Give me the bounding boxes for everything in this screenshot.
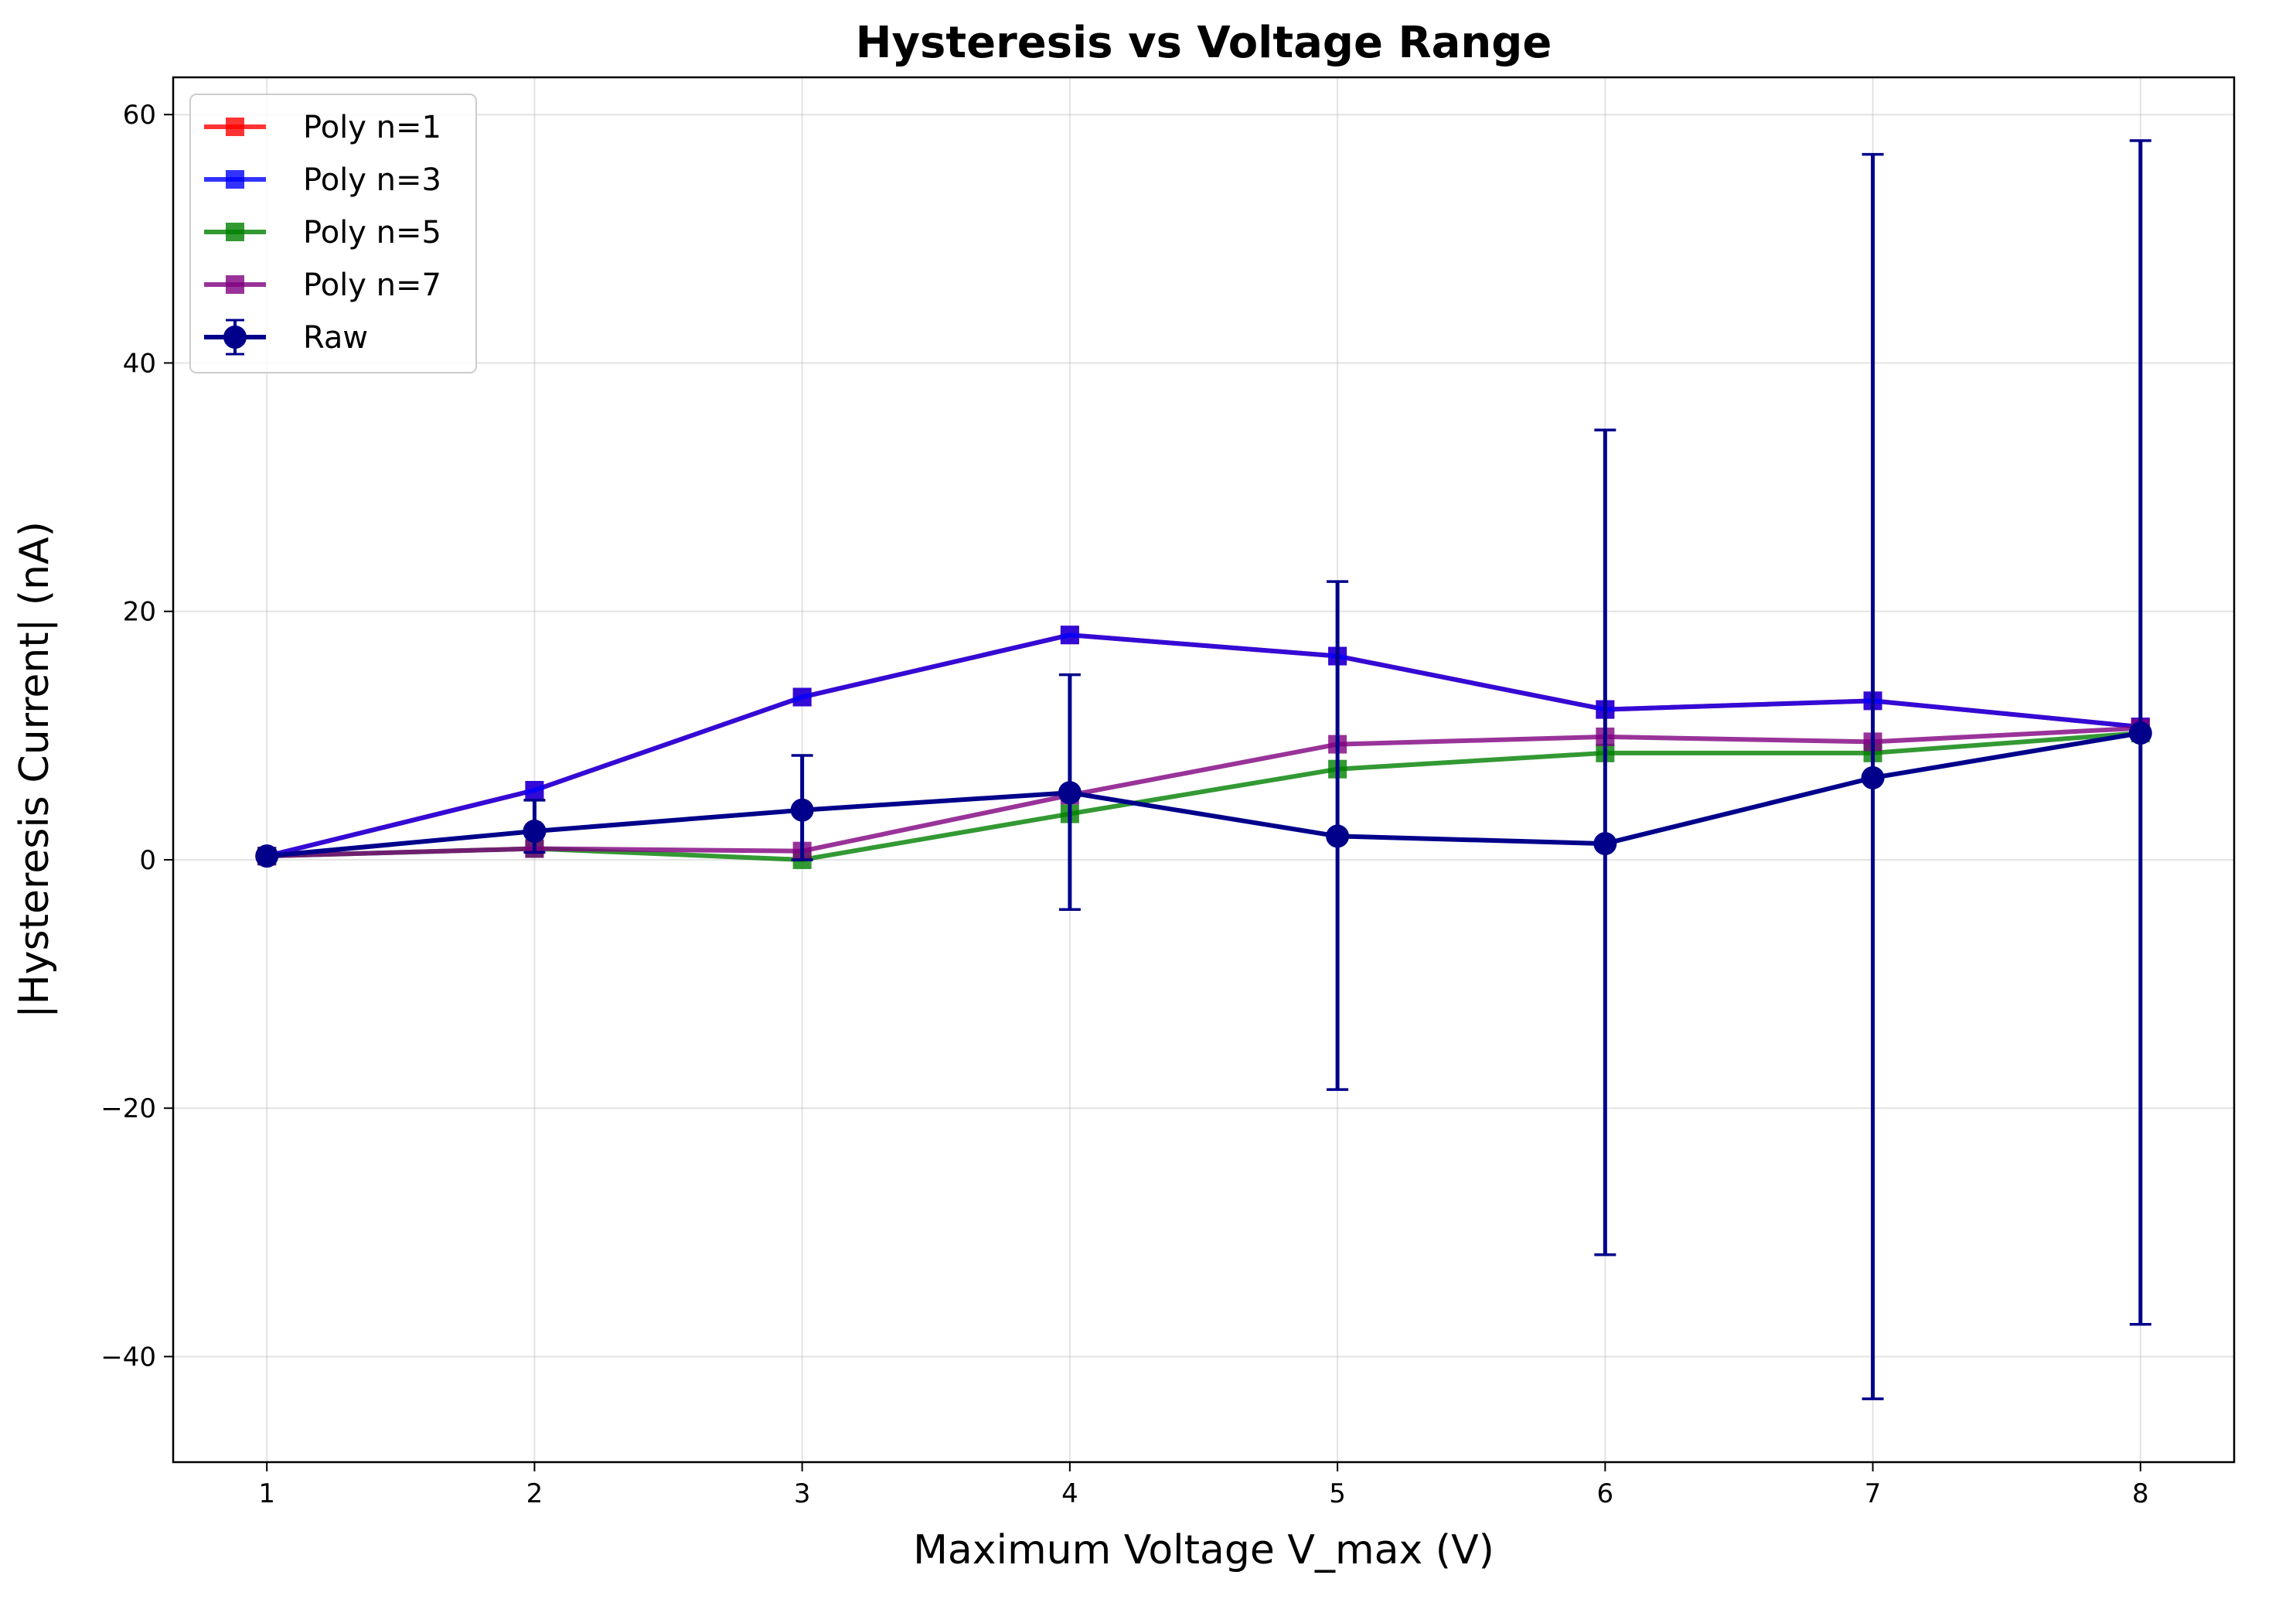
data-point: [1593, 832, 1617, 856]
x-tick-label: 8: [2132, 1478, 2149, 1509]
x-tick-label: 4: [1061, 1478, 1078, 1509]
legend-label: Raw: [303, 320, 368, 356]
x-tick-label: 1: [258, 1478, 275, 1509]
chart-title: Hysteresis vs Voltage Range: [856, 18, 1552, 68]
data-point: [523, 820, 547, 844]
x-tick-label: 5: [1329, 1478, 1346, 1509]
legend-item: Poly n=3: [204, 162, 441, 198]
data-point: [1326, 824, 1350, 848]
legend-marker: [226, 275, 244, 294]
series-layer: [255, 139, 2152, 1400]
legend-label: Poly n=5: [303, 215, 441, 251]
y-axis-title: |Hysteresis Current| (nA): [12, 521, 58, 1018]
data-point: [525, 781, 544, 800]
legend-marker: [226, 223, 244, 241]
legend-item: Poly n=5: [204, 215, 441, 251]
y-tick-label: 60: [123, 100, 156, 131]
data-point: [255, 844, 279, 868]
legend-marker: [226, 118, 244, 136]
x-tick-label: 6: [1597, 1478, 1614, 1509]
data-point: [1058, 781, 1082, 805]
legend-marker: [226, 170, 244, 189]
legend-item: Poly n=7: [204, 268, 441, 303]
series-line: [266, 632, 2141, 859]
legend-label: Poly n=3: [303, 162, 441, 198]
legend-label: Poly n=1: [303, 110, 441, 145]
legend-item: Raw: [204, 319, 368, 356]
plot-frame: [172, 76, 2236, 1464]
x-tick-label: 3: [794, 1478, 811, 1509]
series-line: [266, 632, 2141, 859]
series-raw: [255, 139, 2152, 1400]
data-point: [1861, 765, 1885, 789]
series-line: [267, 731, 2141, 862]
y-tick-label: 40: [123, 348, 156, 379]
ticks: 1 2 3 4 5 6 7 8 −40 −20 0 20 40 60: [100, 100, 2148, 1509]
y-tick-label: −40: [100, 1342, 156, 1372]
x-axis-title: Maximum Voltage V_max (V): [913, 1527, 1494, 1573]
data-point: [2128, 721, 2152, 745]
legend-marker: [223, 326, 247, 349]
series-line: [266, 731, 2141, 859]
y-tick-label: 0: [139, 845, 156, 876]
series-line: [267, 725, 2141, 859]
x-tick-label: 2: [526, 1478, 543, 1509]
legend: Poly n=1 Poly n=3 Poly n=5 Poly n=7 Raw: [189, 94, 477, 373]
y-tick-label: 20: [123, 597, 156, 628]
data-point: [790, 798, 814, 822]
legend-label: Poly n=7: [303, 268, 441, 303]
legend-box: [189, 94, 477, 373]
legend-item: Poly n=1: [204, 110, 441, 145]
data-point: [792, 687, 812, 707]
x-tick-label: 7: [1865, 1478, 1882, 1509]
data-point: [1060, 626, 1079, 645]
y-tick-label: −20: [100, 1093, 156, 1124]
